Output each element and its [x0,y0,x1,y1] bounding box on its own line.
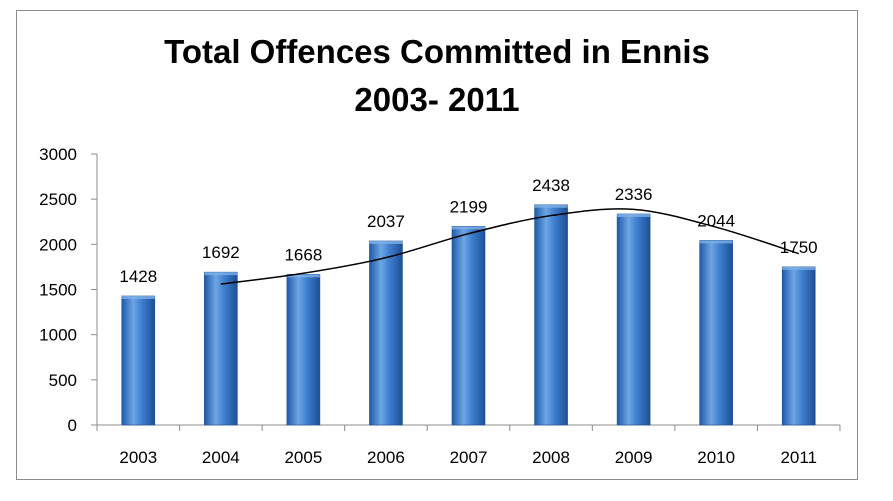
y-tick-label: 1500 [39,281,77,300]
bar-cap-2011 [782,266,816,270]
bar-2010 [699,240,733,426]
bar-2005 [286,274,321,426]
bar-2004 [204,271,238,426]
data-label-2005: 1668 [284,245,322,264]
bar-2011 [781,266,816,426]
chart-title: Total Offences Committed in Ennis 2003- … [16,28,858,124]
data-label-2003: 1428 [119,267,157,286]
x-tick-label: 2005 [284,448,322,467]
x-tick-label: 2008 [532,448,570,467]
data-label-2011: 1750 [780,238,818,257]
x-tick-label: 2004 [202,448,240,467]
x-tick-label: 2011 [780,448,817,467]
bar-cap-2007 [452,226,485,230]
bar-2007 [451,226,486,426]
chart-title-line-2: 2003- 2011 [354,81,520,118]
bar-cap-2003 [121,296,155,300]
x-tick-label: 2003 [119,448,157,467]
x-tick-label: 2007 [450,448,488,467]
data-label-2004: 1692 [202,243,240,262]
bar-cap-2010 [699,240,733,244]
y-tick-label: 1000 [39,326,77,345]
chart-title-line-1: Total Offences Committed in Ennis [164,33,710,70]
bar-cap-2006 [369,240,403,244]
y-tick-label: 3000 [39,145,77,164]
data-label-2010: 2044 [697,211,735,230]
bar-cap-2004 [204,272,238,276]
x-tick-label: 2010 [697,448,735,467]
bar-cap-2008 [534,204,568,208]
bar-cap-2009 [617,213,651,217]
y-tick-label: 2000 [39,235,77,254]
data-label-2008: 2438 [532,176,570,195]
x-tick-label: 2006 [367,448,405,467]
y-tick-label: 0 [68,416,77,435]
bar-2006 [369,240,403,426]
data-label-2006: 2037 [367,212,405,231]
bar-2008 [534,204,568,426]
bar-2003 [121,295,156,426]
y-tick-label: 500 [49,371,77,390]
bar-cap-2005 [286,274,320,278]
moving-average-trendline [220,208,799,285]
bar-2009 [616,213,651,426]
data-label-2009: 2336 [615,185,653,204]
y-tick-label: 2500 [39,190,77,209]
x-tick-label: 2009 [615,448,653,467]
data-label-2007: 2199 [450,197,488,216]
